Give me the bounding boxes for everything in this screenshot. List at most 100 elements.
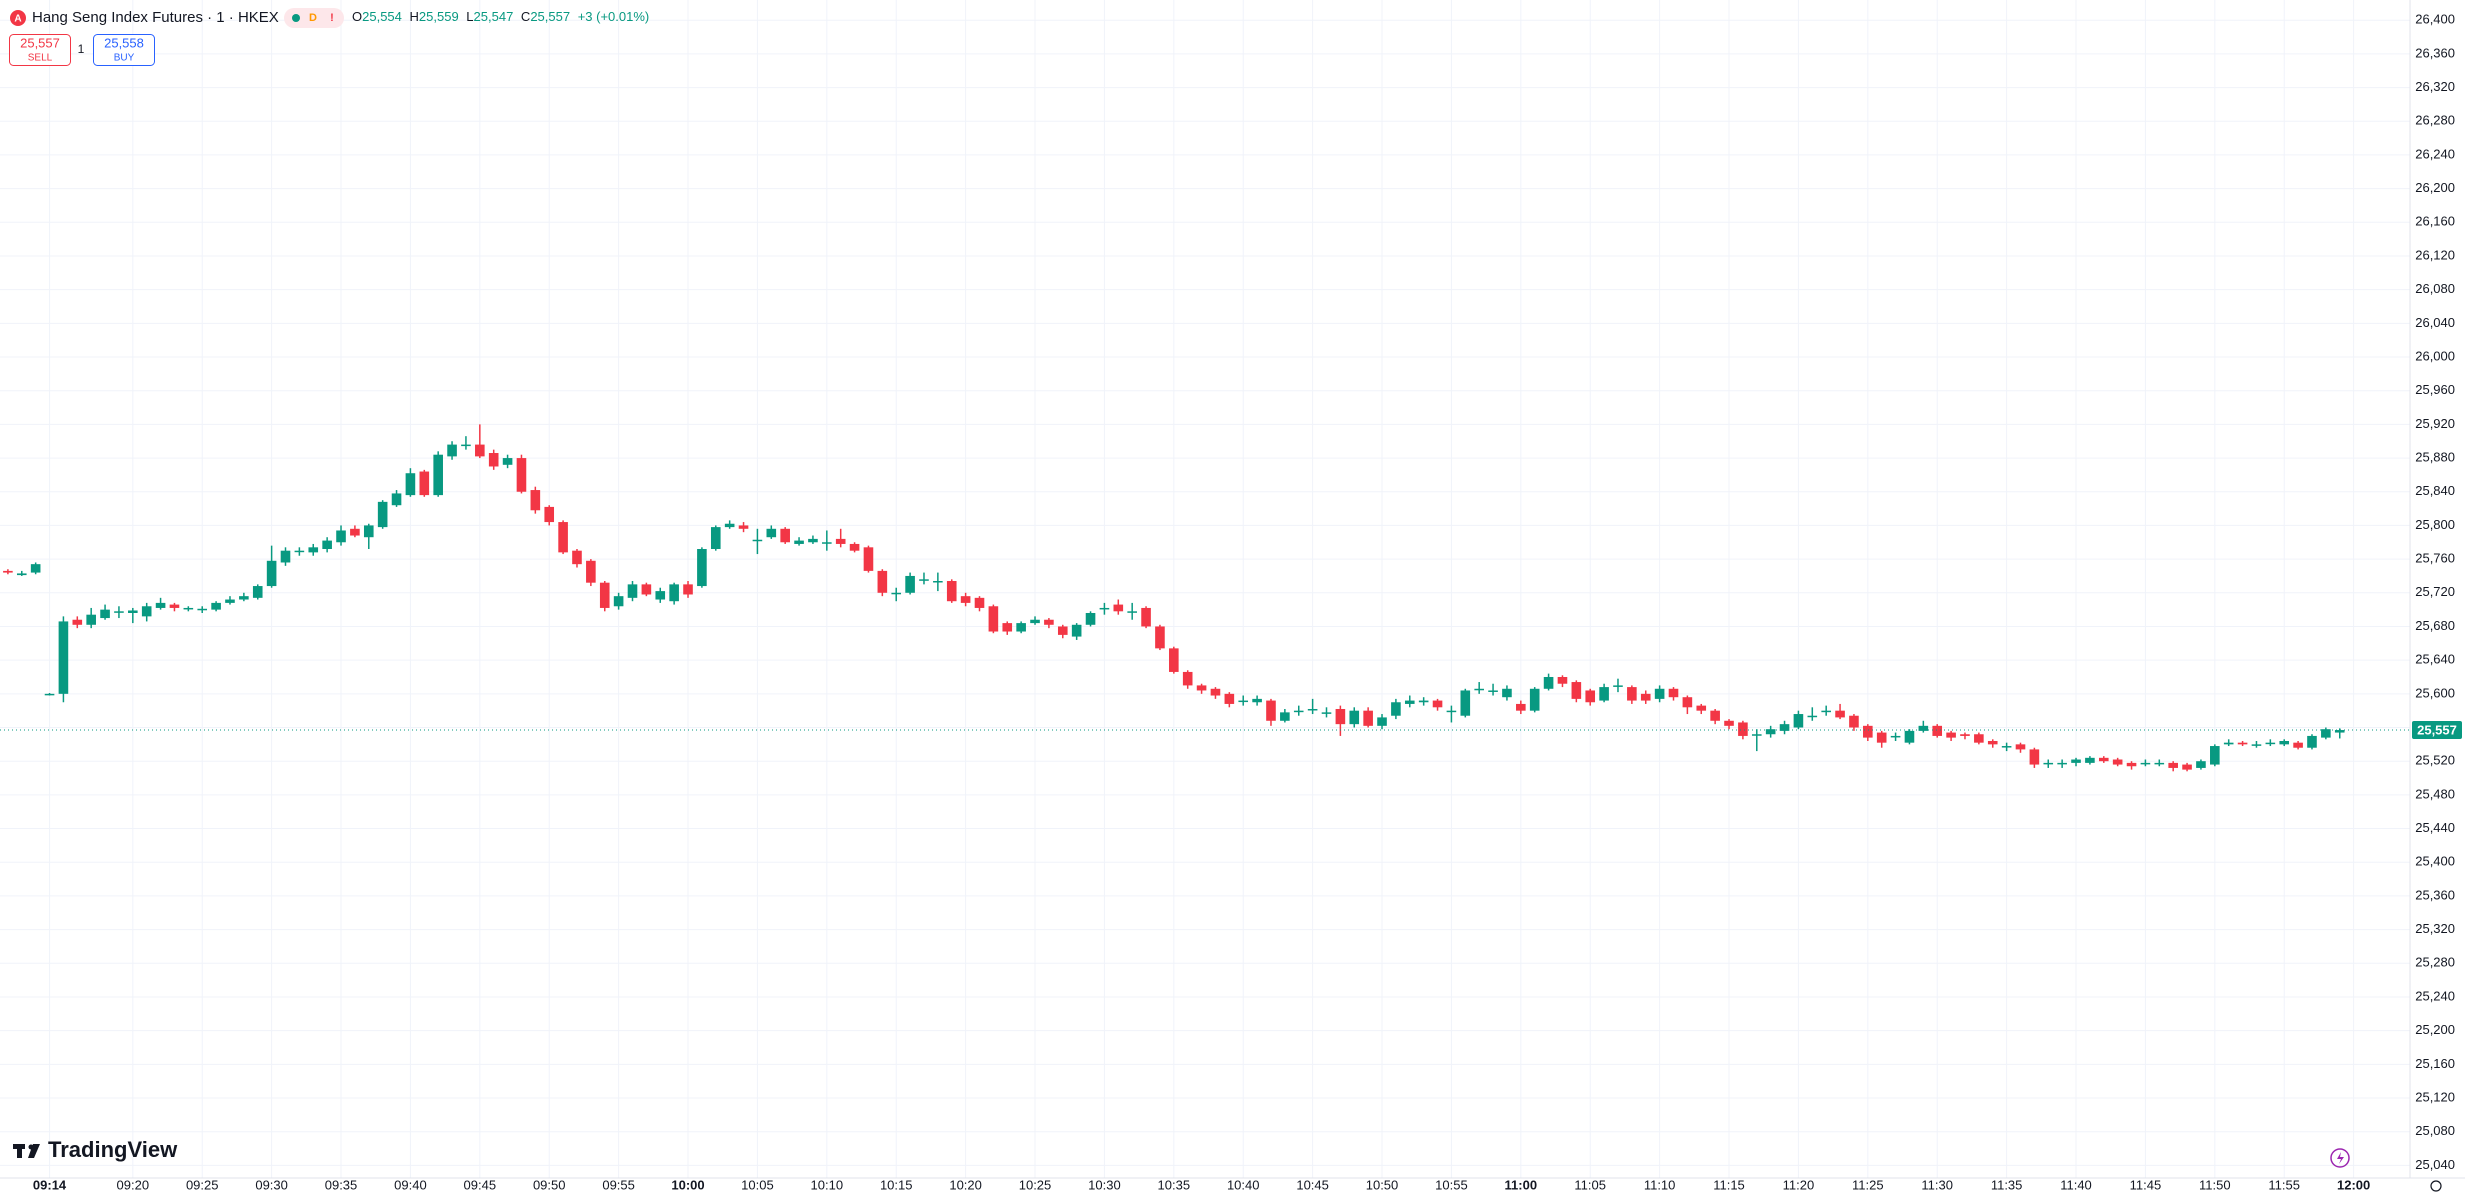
candle-body <box>1224 693 1235 704</box>
sell-button[interactable] <box>9 34 71 66</box>
buy-button[interactable] <box>93 34 155 66</box>
candle-body <box>2251 744 2262 746</box>
candle-body <box>1335 708 1346 725</box>
candle-body <box>2168 762 2178 768</box>
x-tick-label: 09:50 <box>533 1177 566 1192</box>
candle-body <box>1599 687 1609 701</box>
candle-body <box>336 530 346 543</box>
buy-label[interactable]: BUY <box>114 53 135 64</box>
candle-body <box>2140 762 2151 765</box>
ohlc-key: O <box>352 9 362 24</box>
y-tick-label: 25,360 <box>2415 887 2455 902</box>
x-tick-label: 11:45 <box>2130 1177 2162 1192</box>
candle-body <box>1044 619 1054 625</box>
candle-body <box>766 528 777 538</box>
candle-body <box>1918 725 1929 731</box>
candle-body <box>2112 759 2123 765</box>
candle-body <box>1182 671 1193 686</box>
candle-body <box>1613 685 1623 687</box>
y-tick-label: 25,040 <box>2415 1157 2455 1172</box>
lightning-button[interactable] <box>2330 1148 2350 1168</box>
candle-body <box>1030 619 1040 624</box>
candle-body <box>1890 735 1901 738</box>
candle-body <box>1002 623 1013 632</box>
candle-body <box>669 584 679 602</box>
candle-body <box>1252 698 1262 703</box>
candle-body <box>1127 611 1137 613</box>
y-tick-label: 25,680 <box>2415 618 2455 633</box>
y-tick-label: 26,240 <box>2415 146 2455 161</box>
candle-body <box>1932 725 1943 736</box>
x-tick-label: 09:35 <box>325 1177 358 1192</box>
y-tick-label: 25,640 <box>2415 652 2455 667</box>
sell-price[interactable]: 25,557 <box>20 35 60 50</box>
quantity[interactable]: 1 <box>78 42 85 56</box>
candle-body <box>572 550 582 565</box>
trade-panel: 25,557 SELL 1 25,558 BUY <box>9 34 155 66</box>
y-tick-label: 26,160 <box>2415 214 2455 229</box>
candle-body <box>294 550 305 553</box>
candle-body <box>641 584 652 595</box>
candle-body <box>863 547 874 571</box>
candles <box>0 424 2410 772</box>
brand: TradingView <box>13 1137 178 1162</box>
status-alert[interactable]: ! <box>330 12 334 24</box>
y-tick-label: 25,520 <box>2415 753 2455 768</box>
candle-body <box>1627 687 1637 701</box>
candle-body <box>1640 693 1651 701</box>
y-tick-label: 26,280 <box>2415 113 2455 128</box>
candle-body <box>1974 734 1984 743</box>
y-tick-label: 26,040 <box>2415 315 2455 330</box>
candle-body <box>2126 762 2137 767</box>
ohlc-key: L <box>466 9 473 24</box>
candle-body <box>1654 688 1665 699</box>
y-tick-label: 26,080 <box>2415 281 2455 296</box>
symbol-title[interactable]: Hang Seng Index Futures · 1 · HKEX <box>32 9 279 26</box>
candle-body <box>1280 712 1290 721</box>
candle-body <box>100 609 110 619</box>
candle-body <box>1169 648 1179 672</box>
candle-body <box>2223 742 2234 745</box>
x-tick-label: 10:00 <box>671 1177 704 1192</box>
candle-body <box>1391 702 1401 716</box>
candle-body <box>266 560 277 587</box>
grid <box>0 0 2410 1178</box>
candle-body <box>849 543 860 551</box>
candle-body <box>2098 757 2109 762</box>
candle-body <box>1682 697 1693 708</box>
candle-body <box>1071 624 1082 637</box>
candle-body <box>239 596 249 600</box>
candle-body <box>2001 746 2012 748</box>
candle-body <box>350 528 360 536</box>
candle-body <box>2279 740 2290 745</box>
ohlc-value: 25,557 <box>530 9 570 24</box>
candle-body <box>1724 720 1734 726</box>
candle-body <box>1904 730 1915 743</box>
ohlc-value: 25,559 <box>419 9 459 24</box>
brand-mark <box>17 1144 22 1158</box>
candle-body <box>419 471 430 496</box>
sell-label[interactable]: SELL <box>28 53 53 64</box>
y-tick-label: 25,440 <box>2415 820 2455 835</box>
candle-body <box>1085 612 1096 625</box>
symbol-logo <box>10 10 26 26</box>
y-tick-label: 25,800 <box>2415 517 2455 532</box>
candle-body <box>946 581 957 602</box>
status-d[interactable]: D <box>309 12 317 24</box>
settings-button[interactable] <box>2430 1180 2442 1192</box>
candle-body <box>1404 700 1415 704</box>
candle-body <box>183 607 194 610</box>
candle-body <box>1557 676 1568 684</box>
x-tick-label: 09:20 <box>117 1177 150 1192</box>
candle-body <box>1155 626 1165 649</box>
x-tick-label: 10:40 <box>1227 1177 1260 1192</box>
candle-body <box>2182 764 2192 770</box>
x-tick-label: 12:00 <box>2337 1177 2370 1192</box>
brand-name[interactable]: TradingView <box>48 1137 178 1162</box>
candle-body <box>2085 757 2095 763</box>
candle-body <box>516 458 527 492</box>
candle-body <box>2265 742 2276 745</box>
candle-body <box>960 596 971 603</box>
buy-price[interactable]: 25,558 <box>104 35 144 50</box>
candle-body <box>16 573 27 576</box>
